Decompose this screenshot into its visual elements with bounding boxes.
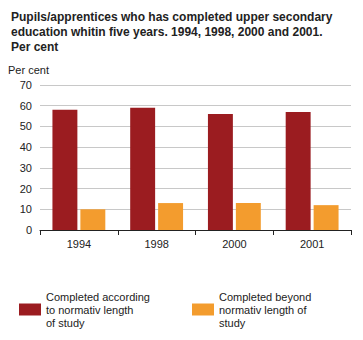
svg-text:Completed beyond: Completed beyond [219,291,314,303]
svg-text:10: 10 [20,203,32,215]
svg-text:30: 30 [20,162,32,174]
svg-text:study: study [219,317,246,329]
svg-text:60: 60 [20,100,32,112]
svg-text:0: 0 [26,224,32,236]
svg-text:2000: 2000 [222,238,246,250]
svg-text:of study: of study [46,317,85,329]
svg-text:Pupils/apprentices who has com: Pupils/apprentices who has completed upp… [11,10,336,24]
svg-text:education whitin five years. 1: education whitin five years. 1994, 1998,… [11,25,326,39]
svg-text:1998: 1998 [144,238,168,250]
svg-text:to normativ length: to normativ length [46,304,137,316]
svg-text:normativ length of: normativ length of [219,304,310,316]
svg-text:2001: 2001 [300,238,324,250]
svg-text:1994: 1994 [67,238,91,250]
svg-text:20: 20 [20,183,32,195]
svg-text:Per cent: Per cent [8,64,49,76]
svg-text:Per cent: Per cent [11,40,58,54]
svg-text:Completed according: Completed according [46,291,153,303]
svg-text:40: 40 [20,141,32,153]
svg-text:50: 50 [20,120,32,132]
svg-text:70: 70 [20,79,32,91]
